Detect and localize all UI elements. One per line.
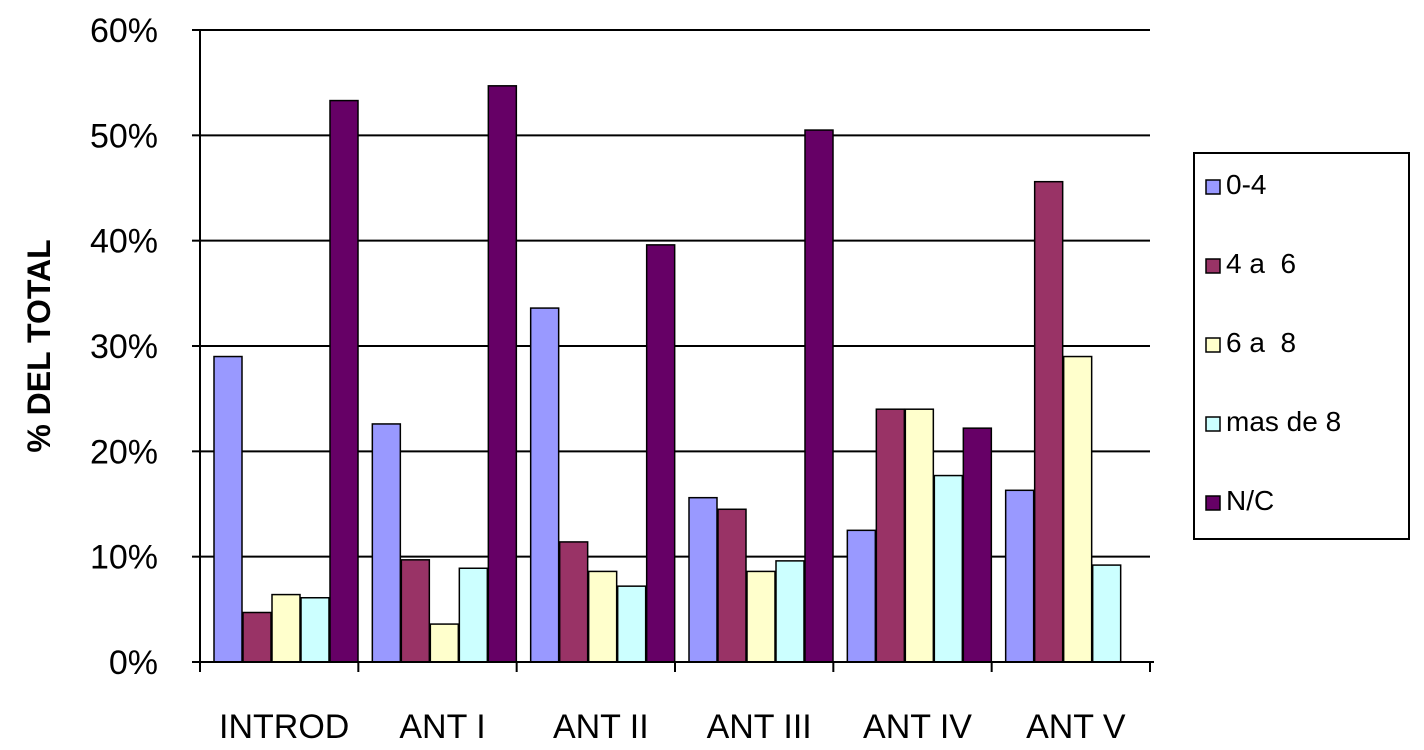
bar <box>271 593 301 663</box>
bars <box>213 85 1122 663</box>
bar <box>688 496 718 663</box>
bar <box>846 529 877 663</box>
bar <box>645 244 676 663</box>
y-tick-label: 60% <box>90 12 158 50</box>
axes <box>192 29 1154 672</box>
bar <box>804 129 834 663</box>
bar <box>1091 564 1122 663</box>
bar <box>300 596 330 663</box>
bar <box>529 307 560 663</box>
legend-label: mas de 8 <box>1226 406 1341 437</box>
bar <box>1004 489 1035 663</box>
bar <box>1033 180 1064 663</box>
bar <box>487 85 518 663</box>
x-tick-label: INTROD <box>219 708 349 746</box>
y-tick-labels: 0% 10% 20% 30% 40% 50% 60% <box>90 12 158 682</box>
bar <box>458 567 489 663</box>
legend: 0-4 4 a 6 6 a 8 mas de 8 N/C <box>1193 152 1410 540</box>
legend-box <box>1193 152 1410 540</box>
x-tick-label: ANT III <box>707 708 812 746</box>
bar <box>213 355 243 663</box>
legend-swatch <box>1205 179 1221 195</box>
x-tick-labels: INTROD ANT I ANT II ANT III ANT IV ANT V <box>219 708 1126 746</box>
bar <box>558 541 589 663</box>
legend-swatch <box>1205 258 1221 274</box>
bar <box>429 623 460 663</box>
bar <box>242 611 272 663</box>
bar <box>1062 355 1093 663</box>
bar <box>717 508 747 663</box>
x-tick-label: ANT I <box>399 708 485 746</box>
bar <box>400 559 431 663</box>
legend-label: 6 a 8 <box>1226 327 1296 358</box>
y-tick-label: 20% <box>90 433 158 471</box>
legend-label: 4 a 6 <box>1226 248 1296 279</box>
legend-swatch <box>1205 337 1221 353</box>
y-tick-label: 30% <box>90 328 158 366</box>
legend-label: 0-4 <box>1226 169 1266 200</box>
y-tick-label: 40% <box>90 223 158 261</box>
legend-swatch <box>1205 416 1221 432</box>
bar <box>875 408 906 663</box>
x-tick-label: ANT V <box>1026 708 1126 746</box>
bar <box>746 570 776 663</box>
bar <box>371 423 402 663</box>
bar <box>329 99 359 663</box>
bar <box>616 585 647 663</box>
bar <box>904 408 935 663</box>
y-tick-label: 10% <box>90 539 158 577</box>
y-tick-label: 50% <box>90 117 158 155</box>
x-tick-label: ANT II <box>553 708 649 746</box>
bar <box>962 427 993 663</box>
legend-swatch <box>1205 495 1221 511</box>
y-tick-label: 0% <box>109 644 158 682</box>
bar <box>775 560 805 663</box>
bar <box>587 570 618 663</box>
x-tick-label: ANT IV <box>863 708 972 746</box>
y-axis-label: % DEL TOTAL <box>21 239 57 452</box>
legend-label: N/C <box>1226 485 1274 516</box>
bar <box>933 474 964 663</box>
